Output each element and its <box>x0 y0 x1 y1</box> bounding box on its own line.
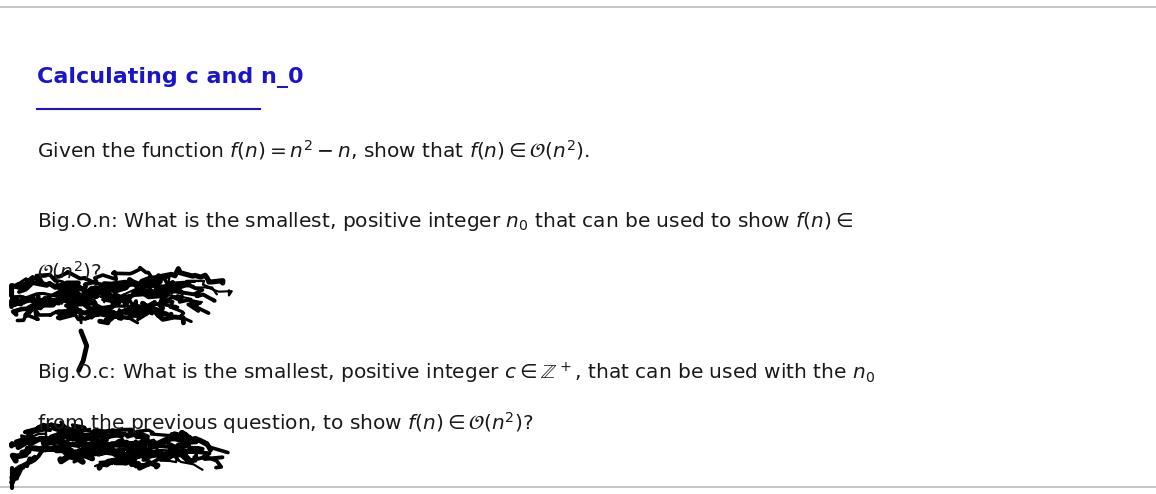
Text: $\mathcal{O}(n^2)$?: $\mathcal{O}(n^2)$? <box>37 259 102 283</box>
Text: Big.O.n: What is the smallest, positive integer $n_0$ that can be used to show $: Big.O.n: What is the smallest, positive … <box>37 210 853 233</box>
Text: Given the function $f(n) = n^2 - n$, show that $f(n) \in \mathcal{O}(n^2)$.: Given the function $f(n) = n^2 - n$, sho… <box>37 138 590 162</box>
Text: from the previous question, to show $f(n) \in \mathcal{O}(n^2)$?: from the previous question, to show $f(n… <box>37 410 534 436</box>
Text: Big.O.c: What is the smallest, positive integer $c \in \mathbb{Z}^+$, that can b: Big.O.c: What is the smallest, positive … <box>37 361 875 386</box>
Text: Calculating c and n_0: Calculating c and n_0 <box>37 67 304 88</box>
